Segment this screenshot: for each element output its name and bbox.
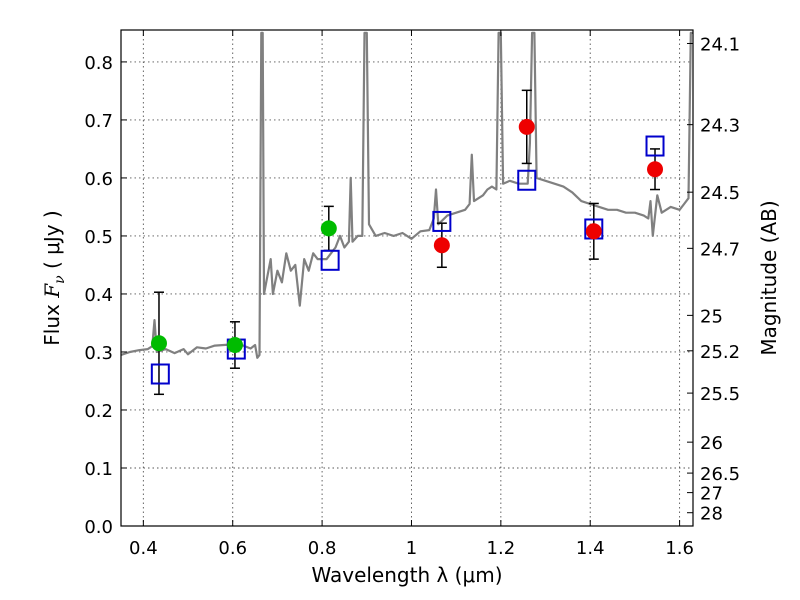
x-tick-label: 0.4 [129, 538, 158, 559]
y-tick-label: 0.4 [84, 285, 113, 306]
y2-tick-label: 24.5 [700, 183, 740, 204]
y2-tick-label: 26 [700, 433, 723, 454]
observed-point-green [226, 337, 243, 354]
y-tick-label: 0.7 [84, 111, 113, 132]
x-tick-label: 1 [406, 538, 417, 559]
y2-tick-label: 25.5 [700, 384, 740, 405]
x-tick-label: 0.6 [218, 538, 247, 559]
observed-point-green [150, 335, 167, 352]
observed-point-red [518, 118, 535, 135]
observed-point-red [647, 161, 664, 178]
y2-tick-label: 28 [700, 504, 723, 525]
y-tick-label: 0.6 [84, 169, 113, 190]
model-photometry-square [150, 363, 170, 385]
y2-tick-label: 26.5 [700, 464, 740, 485]
model-photometry-square [432, 210, 452, 232]
y2-axis-label: Magnitude (AB) [757, 200, 781, 355]
y2-tick-label: 25.2 [700, 342, 740, 363]
y-tick-label: 0.5 [84, 227, 113, 248]
observed-point-red [585, 223, 602, 240]
x-tick-label: 1.2 [487, 538, 516, 559]
observed-point-green [320, 220, 337, 237]
y-tick-label: 0.3 [84, 343, 113, 364]
y2-tick-label: 24.3 [700, 116, 740, 137]
model-spectrum-line [121, 31, 693, 359]
model-photometry-square [320, 249, 340, 271]
y-axis-label: Flux Fν ( μJy ) [40, 210, 68, 345]
y-tick-label: 0.8 [84, 53, 113, 74]
y-tick-label: 0.0 [84, 517, 113, 538]
x-tick-label: 1.4 [576, 538, 605, 559]
y2-tick-label: 27 [700, 484, 723, 505]
x-tick-label: 0.8 [308, 538, 337, 559]
y2-tick-label: 24.7 [700, 239, 740, 260]
y2-tick-label: 24.1 [700, 34, 740, 55]
plot-area [121, 31, 693, 396]
model-photometry-square [645, 135, 665, 157]
x-axis-label: Wavelength λ (μm) [311, 563, 502, 587]
x-tick-label: 1.6 [665, 538, 694, 559]
x-axis: 0.4 0.6 0.8 1 1.2 1.4 1.6 [129, 30, 694, 559]
y-tick-label: 0.1 [84, 459, 113, 480]
y-axis-flux: 0.0 0.1 0.2 0.3 0.4 0.5 0.6 0.7 0.8 [84, 53, 127, 538]
data-markers [150, 118, 665, 385]
y-tick-label: 0.2 [84, 401, 113, 422]
plot-frame [120, 29, 694, 527]
observed-point-red [433, 237, 450, 254]
y2-tick-label: 25 [700, 306, 723, 327]
model-photometry-square [517, 169, 537, 191]
